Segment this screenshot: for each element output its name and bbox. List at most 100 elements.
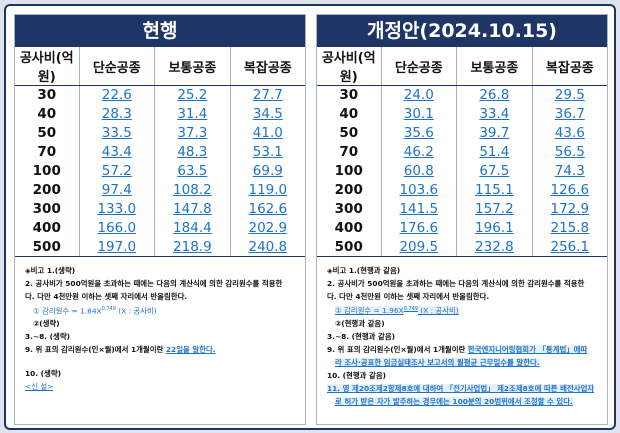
value-cell: 240.8 xyxy=(229,237,305,257)
cost-cell: 500 xyxy=(317,237,381,257)
value-cell: 26.8 xyxy=(456,85,533,105)
value-cell: 48.3 xyxy=(154,142,231,162)
table-row: 400 166.0 184.4 202.9 xyxy=(15,218,305,238)
value-cell: 215.8 xyxy=(531,218,607,238)
value-cell: 69.9 xyxy=(229,161,305,181)
table-header-row: 공사비(억원) 단순공종 보통공종 복잡공종 xyxy=(317,47,607,86)
note-10: 10. (생략) xyxy=(25,369,62,379)
header-simple: 단순공종 xyxy=(78,47,155,86)
table-row: 100 60.8 67.5 74.3 xyxy=(317,161,607,181)
current-table: 공사비(억원) 단순공종 보통공종 복잡공종 30 22.6 25.2 27.7 40 2… xyxy=(15,47,305,257)
value-cell: 133.0 xyxy=(78,199,155,219)
note-9-highlight: 한국엔지니어링협회가 「통계법」에따 xyxy=(467,345,588,355)
formula-tail: (X : 공사비) xyxy=(417,306,459,316)
value-text: 108.2 xyxy=(173,182,212,198)
header-cost: 공사비(억원) xyxy=(317,47,381,86)
table-row: 70 43.4 48.3 53.1 xyxy=(15,142,305,162)
value-text: 28.3 xyxy=(101,106,132,122)
value-cell: 103.6 xyxy=(380,180,457,200)
value-cell: 28.3 xyxy=(78,104,155,124)
table-row: 200 97.4 108.2 119.0 xyxy=(15,180,305,200)
value-text: 197.0 xyxy=(97,238,137,255)
value-text: 119.0 xyxy=(248,182,288,198)
note-2b: 다. 다만 4천만원 이하는 셋째 자리에서 반올림한다. xyxy=(25,292,188,301)
value-text: 35.6 xyxy=(403,125,434,141)
table-row: 30 22.6 25.2 27.7 xyxy=(15,85,305,105)
value-cell: 147.8 xyxy=(154,199,231,219)
value-cell: 51.4 xyxy=(456,142,533,162)
value-text: 56.5 xyxy=(554,144,585,160)
value-text: 57.2 xyxy=(101,163,132,179)
value-cell: 46.2 xyxy=(380,142,457,162)
note-10-new: <신 설> xyxy=(25,382,54,392)
revised-notes: ◈비고 1.(현행과 같음) 2. 공사비가 500억원을 초과하는 때에는 다… xyxy=(317,257,607,408)
cost-cell: 300 xyxy=(32,201,61,217)
value-text: 74.3 xyxy=(554,163,585,179)
cost-cell: 30 xyxy=(37,87,57,104)
note-3: 3.~8. (생략) xyxy=(25,332,71,342)
cost-cell: 40 xyxy=(37,106,57,122)
value-cell: 176.6 xyxy=(380,218,457,238)
value-text: 103.6 xyxy=(399,182,439,198)
note-9-highlight: 22일을 말한다. xyxy=(165,345,216,355)
header-complex: 복잡공종 xyxy=(531,47,607,86)
value-cell: 56.5 xyxy=(531,142,607,162)
table-row: 30 24.0 26.8 29.5 xyxy=(317,85,607,105)
value-text: 33.4 xyxy=(479,106,510,122)
value-cell: 119.0 xyxy=(229,180,305,200)
cost-cell: 300 xyxy=(334,201,363,217)
cost-cell: 40 xyxy=(339,106,359,122)
table-row: 50 33.5 37.3 41.0 xyxy=(15,123,305,143)
value-text: 232.8 xyxy=(475,238,514,255)
value-cell: 57.2 xyxy=(78,161,155,181)
note-9: 9. 위 표의 감리원수(인×월)에서 1개월이란 한국엔지니어링협회가 「통계… xyxy=(327,343,599,356)
value-cell: 41.0 xyxy=(229,123,305,143)
value-cell: 29.5 xyxy=(531,85,607,105)
value-text: 60.8 xyxy=(403,163,434,179)
note-9-cont: 라 조사·공표한 임금실태조사 보고서의 월평균 근무일수를 말한다. xyxy=(327,356,599,369)
header-cost: 공사비(억원) xyxy=(15,47,79,86)
value-cell: 27.7 xyxy=(229,85,305,105)
note-3: 3.~8. (현행과 같음) xyxy=(327,332,395,342)
revised-panel: 개정안(2024.10.15) 공사비(억원) 단순공종 보통공종 복잡공종 3… xyxy=(316,14,608,425)
value-cell: 63.5 xyxy=(154,161,231,181)
value-text: 256.1 xyxy=(550,238,590,255)
value-text: 30.1 xyxy=(403,106,434,122)
formula: ① 감리원수 = 1.84X xyxy=(33,306,102,316)
current-table-body: 30 22.6 25.2 27.7 40 28.3 31.4 34.5 50 33.5 37.3 41… xyxy=(15,85,305,257)
cost-cell: 50 xyxy=(339,125,359,141)
table-header-row: 공사비(억원) 단순공종 보통공종 복잡공종 xyxy=(15,47,305,86)
revised-table-body: 30 24.0 26.8 29.5 40 30.1 33.4 36.7 50 35.6 39.7 43… xyxy=(317,85,607,257)
note-11-text-cont: 로 허가 받은 자가 발주하는 경우에는 100분의 20범위에서 조정할 수 … xyxy=(335,397,573,407)
note-9-text: 9. 위 표의 감리원수(인×월)에서 1개월이란 xyxy=(25,345,166,355)
note-2c: ②(현행과 같음) xyxy=(335,319,385,329)
value-text: 69.9 xyxy=(252,163,283,179)
cost-cell: 200 xyxy=(32,182,61,198)
note-2b: 다. 다만 4천만원 이하는 셋째 자리에서 반올림한다. xyxy=(327,292,490,301)
value-cell: 31.4 xyxy=(154,104,231,124)
value-cell: 126.6 xyxy=(531,180,607,200)
value-cell: 184.4 xyxy=(154,218,231,238)
cost-cell: 100 xyxy=(32,163,61,179)
note-11-text: 11. 영 제20조제2항제8호에 대하여 「전기사업법」 제2조제8호에 따른… xyxy=(327,384,595,394)
value-cell: 33.4 xyxy=(456,104,533,124)
value-cell: 53.1 xyxy=(229,142,305,162)
value-text: 141.5 xyxy=(399,201,439,217)
value-cell: 22.6 xyxy=(78,85,155,105)
value-text: 26.8 xyxy=(479,87,510,104)
value-text: 43.6 xyxy=(554,125,585,141)
current-notes: ◈비고 1.(생략) 2. 공사비가 500억원을 초과하는 때에는 다음의 계… xyxy=(15,257,305,393)
cost-cell: 70 xyxy=(339,144,359,160)
value-cell: 209.5 xyxy=(380,237,457,257)
revised-table: 공사비(억원) 단순공종 보통공종 복잡공종 30 24.0 26.8 29.5 40 3… xyxy=(317,47,607,257)
note-2: 2. 공사비가 500억원을 초과하는 때에는 다음의 계산식에 의한 감리원수… xyxy=(25,279,283,288)
value-text: 209.5 xyxy=(399,238,439,255)
note-9-text: 9. 위 표의 감리원수(인×월)에서 1개월이란 xyxy=(327,345,468,355)
value-cell: 37.3 xyxy=(154,123,231,143)
note-1: ◈비고 1.(생략) xyxy=(25,266,76,275)
note-2c: ②(생략) xyxy=(33,319,60,329)
value-text: 22.6 xyxy=(101,87,132,104)
formula-line: ① 감리원수 = 1.96X0.749 (X : 공사비) xyxy=(327,303,599,317)
value-cell: 172.9 xyxy=(531,199,607,219)
value-text: 166.0 xyxy=(97,220,137,236)
